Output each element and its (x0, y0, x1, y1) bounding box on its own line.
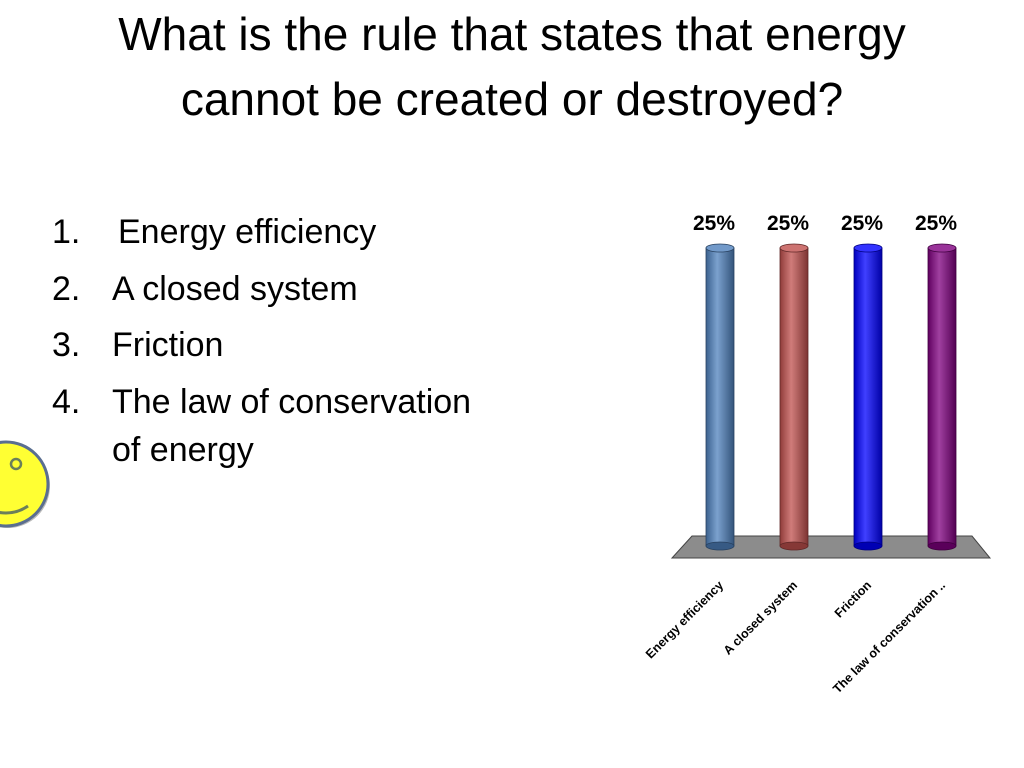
chart-category-label: Friction (832, 578, 874, 620)
answer-text: Energy efficiency (118, 213, 377, 251)
chart-value-label: 25% (693, 212, 735, 235)
chart-value-label: 25% (915, 212, 957, 235)
answer-text: Friction (112, 326, 224, 365)
chart-bar (927, 243, 957, 551)
chart-bar (779, 243, 809, 551)
chart-bar (705, 243, 735, 551)
chart-category-label: Energy efficiency (643, 578, 726, 661)
answer-item-2: 2. A closed system (52, 265, 472, 314)
chart-value-label: 25% (841, 212, 883, 235)
answer-text: A closed system (112, 269, 358, 308)
answer-item-3: 3. Friction (52, 321, 472, 370)
answer-list: 1. Energy efficiency 2. A closed system … (52, 208, 472, 483)
smiley-face-icon (0, 440, 50, 528)
answer-number: 2. (52, 269, 81, 308)
answer-text: The law of conservation of energy (112, 382, 472, 470)
answer-number: 3. (52, 326, 81, 365)
chart-bar (853, 243, 883, 551)
answer-item-4: 4. The law of conservation of energy (52, 378, 472, 475)
chart-category-label: A closed system (721, 578, 800, 657)
answer-number: 4. (52, 382, 81, 421)
question-title: What is the rule that states that energy… (118, 8, 906, 126)
answer-number: 1. (52, 213, 81, 251)
answer-item-1: 1. Energy efficiency (52, 208, 472, 257)
chart-value-label: 25% (767, 212, 809, 235)
